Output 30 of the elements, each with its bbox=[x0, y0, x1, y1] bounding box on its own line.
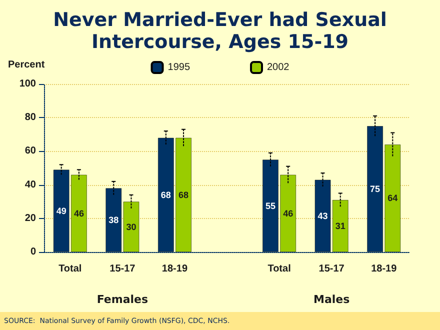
data-label: 46 bbox=[74, 208, 84, 218]
x-tick-label: 15-17 bbox=[110, 264, 136, 274]
data-label: 43 bbox=[318, 210, 328, 221]
y-tick-label: 20 bbox=[24, 212, 36, 224]
data-label: 64 bbox=[388, 193, 398, 204]
y-tick-label: 0 bbox=[30, 246, 36, 258]
data-label: 68 bbox=[160, 190, 171, 200]
x-tick-label: 18-19 bbox=[162, 264, 188, 274]
data-label: 30 bbox=[126, 222, 136, 232]
data-label: 38 bbox=[108, 215, 119, 226]
data-label: 46 bbox=[283, 208, 294, 218]
legend-label: 2002 bbox=[267, 62, 290, 73]
y-tick-label: 40 bbox=[24, 179, 36, 190]
text: Females bbox=[96, 293, 148, 306]
x-tick-label: 18-19 bbox=[371, 264, 398, 274]
y-axis-title: Percent bbox=[8, 60, 46, 70]
x-tick-label: Total bbox=[268, 264, 292, 274]
text: Males bbox=[313, 293, 350, 306]
data-label: 55 bbox=[265, 200, 276, 211]
x-tick-label: 15-17 bbox=[318, 264, 345, 274]
data-label: 31 bbox=[335, 220, 346, 231]
x-tick-label: Total bbox=[58, 264, 82, 274]
data-label: 68 bbox=[178, 190, 189, 200]
data-label: 49 bbox=[56, 206, 66, 216]
chart-title: Never Married-Ever had Sexual Intercourse, Ages 15-19 bbox=[53, 9, 387, 53]
y-tick-label: 100 bbox=[19, 78, 36, 90]
legend-label: 1995 bbox=[168, 62, 190, 73]
y-tick-label: 60 bbox=[24, 146, 36, 157]
data-label: 75 bbox=[370, 184, 380, 194]
y-tick-label: 80 bbox=[24, 112, 36, 124]
